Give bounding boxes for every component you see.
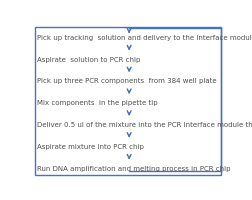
Text: Deliver 0.5 ul of the mixture into the PCR interface module through a capillary : Deliver 0.5 ul of the mixture into the P… bbox=[37, 122, 252, 128]
Text: Mix components  in the pipette tip: Mix components in the pipette tip bbox=[37, 100, 158, 106]
Text: Aspirate mixture into PCR chip: Aspirate mixture into PCR chip bbox=[37, 144, 144, 150]
Text: Pick up tracking  solution and delivery to the interface module through the sipp: Pick up tracking solution and delivery t… bbox=[37, 35, 252, 41]
Text: Pick up three PCR components  from 384 well plate: Pick up three PCR components from 384 we… bbox=[37, 78, 217, 84]
Text: Run DNA amplification and melting process in PCR chip: Run DNA amplification and melting proces… bbox=[37, 166, 231, 172]
Text: Aspirate  solution to PCR chip: Aspirate solution to PCR chip bbox=[37, 57, 141, 63]
